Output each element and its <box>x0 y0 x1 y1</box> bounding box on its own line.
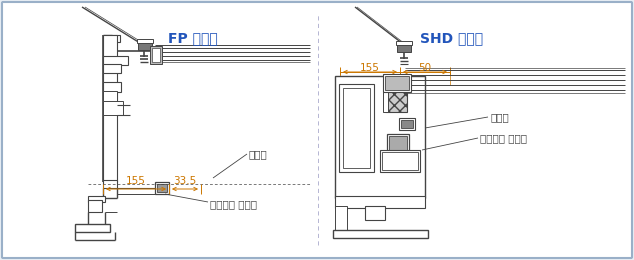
Text: 防虫網枠 アルミ: 防虫網枠 アルミ <box>480 133 527 143</box>
Bar <box>387 134 409 152</box>
Bar <box>103 101 123 115</box>
Text: 防虫網: 防虫網 <box>248 149 267 159</box>
Bar <box>103 35 117 182</box>
Text: SHD 設置例: SHD 設置例 <box>420 31 483 45</box>
Bar <box>152 48 160 62</box>
Text: 33.5: 33.5 <box>173 176 197 186</box>
Bar <box>112 35 120 42</box>
Bar <box>335 206 347 230</box>
Bar <box>339 84 374 172</box>
Bar <box>88 200 102 212</box>
Bar <box>397 45 411 52</box>
Bar <box>383 74 411 92</box>
Bar <box>333 230 428 238</box>
Bar <box>401 120 413 128</box>
Bar <box>75 224 110 232</box>
Text: FP 設置例: FP 設置例 <box>168 31 217 45</box>
Text: 防虫網枠 アルミ: 防虫網枠 アルミ <box>210 199 257 209</box>
Bar <box>383 82 388 112</box>
Bar <box>137 39 153 43</box>
Bar <box>103 56 128 65</box>
Text: 155: 155 <box>360 63 380 73</box>
Bar <box>150 46 162 64</box>
Bar <box>157 184 167 192</box>
Bar <box>382 152 418 170</box>
Bar <box>385 76 409 90</box>
Bar <box>88 196 105 202</box>
Bar <box>380 150 420 172</box>
Bar <box>396 41 412 45</box>
Bar <box>103 91 117 103</box>
Bar <box>389 136 407 150</box>
Bar <box>385 82 407 112</box>
Bar <box>335 76 425 198</box>
FancyBboxPatch shape <box>2 2 632 258</box>
Bar <box>103 64 121 73</box>
Bar <box>103 180 117 188</box>
Bar <box>155 182 169 194</box>
Bar <box>335 196 425 208</box>
Bar <box>343 88 370 168</box>
Text: 50: 50 <box>418 63 432 73</box>
Bar <box>103 82 121 92</box>
Bar <box>399 118 415 130</box>
Bar <box>138 43 152 50</box>
Text: 防虫網: 防虫網 <box>490 112 508 122</box>
Text: 155: 155 <box>126 176 146 186</box>
Bar <box>365 206 385 220</box>
